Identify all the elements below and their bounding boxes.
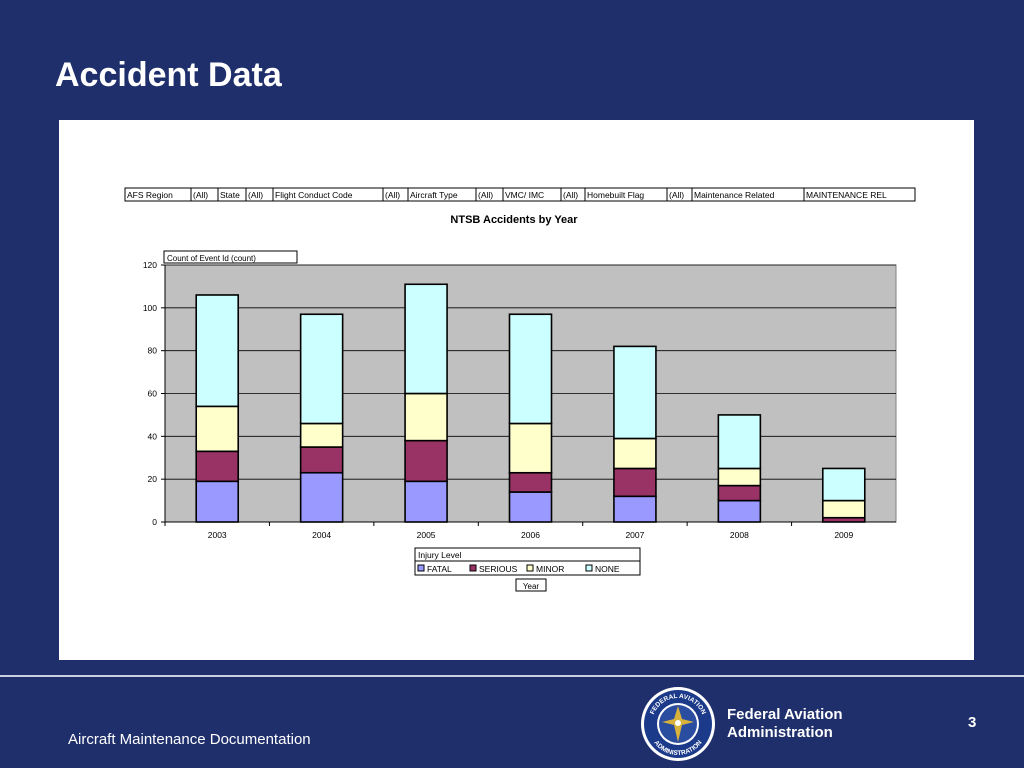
pivot-filter-bar: AFS Region (All) State (All) Flight Conduct …	[124, 187, 916, 202]
legend-swatch-fatal	[417, 564, 425, 572]
filter-field-text: VMC/ IMC	[505, 190, 544, 200]
legend-title: Injury Level	[418, 550, 462, 560]
x-field-button[interactable]	[515, 578, 547, 592]
faa-name: Federal Aviation Administration	[727, 706, 843, 742]
faa-name-line1: Federal Aviation	[727, 706, 843, 723]
legend-label-fatal: FATAL	[427, 564, 452, 574]
legend-label-none: NONE	[595, 564, 620, 574]
plot-area: 0 20 40 60 80 100 120 2003 2004 2005 2006 2007 2008 2…	[143, 260, 897, 540]
bar-segment-none	[613, 345, 657, 440]
bar-segment-minor	[508, 422, 553, 474]
bar-segment-minor	[404, 392, 448, 442]
legend-swatch-none	[585, 564, 593, 572]
bar-segment-none	[195, 294, 240, 408]
legend-swatch-serious	[469, 564, 477, 572]
filter-value[interactable]	[803, 187, 916, 202]
y-axis-label: Count of Event Id (count)	[167, 254, 256, 263]
filter-field-text: Maintenance Related	[694, 190, 775, 200]
filter-value-text: (All)	[669, 190, 684, 200]
faa-name-line2: Administration	[727, 724, 833, 741]
bar-segment-fatal	[195, 480, 240, 523]
legend-label-minor: MINOR	[536, 564, 564, 574]
bar-segment-minor	[717, 467, 762, 487]
x-tick-label: 2004	[312, 530, 331, 540]
x-tick-label: 2007	[625, 530, 644, 540]
filter-value-text: (All)	[478, 190, 493, 200]
filter-field-text: Homebuilt Flag	[587, 190, 644, 200]
y-tick-label: 0	[152, 517, 157, 527]
chart-title: NTSB Accidents by Year	[450, 214, 578, 226]
bar-segment-fatal	[508, 491, 553, 523]
y-tick-label: 20	[148, 474, 158, 484]
x-tick-label: 2008	[730, 530, 749, 540]
bar-segment-fatal	[717, 499, 762, 523]
bar-segment-serious	[613, 467, 657, 498]
bar-segment-none	[508, 313, 553, 425]
bar-segment-none	[404, 283, 448, 395]
legend-swatch-minor	[526, 564, 534, 572]
filter-field-text: Aircraft Type	[410, 190, 458, 200]
y-field-button[interactable]	[163, 250, 298, 264]
x-tick-label: 2006	[521, 530, 540, 540]
x-tick-label: 2009	[834, 530, 853, 540]
ntsb-accidents-chart: AFS Region (All) State (All) Flight Conduct …	[124, 187, 916, 592]
y-tick-label: 120	[143, 260, 157, 270]
filter-field-text: State	[220, 190, 240, 200]
bar-segment-minor	[195, 405, 240, 453]
bar-segment-fatal	[404, 480, 448, 523]
filter-field-text: Flight Conduct Code	[275, 190, 353, 200]
y-tick-label: 80	[148, 346, 158, 356]
x-axis-label: Year	[523, 582, 540, 591]
bar-segment-serious	[508, 471, 553, 493]
bar-segment-none	[717, 414, 762, 470]
faa-seal-logo: FEDERAL AVIATION ADMINISTRATION	[641, 687, 715, 761]
y-tick-label: 60	[148, 389, 158, 399]
filter-value-text: (All)	[563, 190, 578, 200]
bar-segment-serious	[404, 439, 448, 483]
filter-field-text: AFS Region	[127, 190, 173, 200]
legend-label-serious: SERIOUS	[479, 564, 518, 574]
bar-segment-none	[821, 467, 866, 502]
footer-text: Aircraft Maintenance Documentation	[68, 731, 311, 748]
chart-panel: AFS Region (All) State (All) Flight Conduct …	[59, 120, 974, 660]
bar-segment-fatal	[613, 495, 657, 523]
filter-value-text: MAINTENANCE REL	[806, 190, 887, 200]
slide-title: Accident Data	[55, 56, 282, 94]
filter-value-text: (All)	[193, 190, 208, 200]
footer-divider	[0, 675, 1024, 677]
bar-segment-serious	[717, 484, 762, 502]
legend: Injury Level FATAL SERIOUS MINOR NONE	[414, 547, 641, 576]
bar-segment-minor	[821, 499, 866, 519]
filter-value-text: (All)	[385, 190, 400, 200]
bar-segment-serious	[195, 450, 240, 483]
bar-segment-none	[299, 313, 344, 425]
x-tick-label: 2003	[208, 530, 227, 540]
filter-value-text: (All)	[248, 190, 263, 200]
bar-segment-fatal	[299, 471, 344, 523]
bar-segment-serious	[299, 446, 344, 474]
x-tick-label: 2005	[417, 530, 436, 540]
y-tick-label: 100	[143, 303, 157, 313]
bar-segment-minor	[299, 422, 344, 448]
bar-segment-minor	[613, 437, 657, 470]
page-number: 3	[968, 714, 977, 731]
y-tick-label: 40	[148, 431, 158, 441]
